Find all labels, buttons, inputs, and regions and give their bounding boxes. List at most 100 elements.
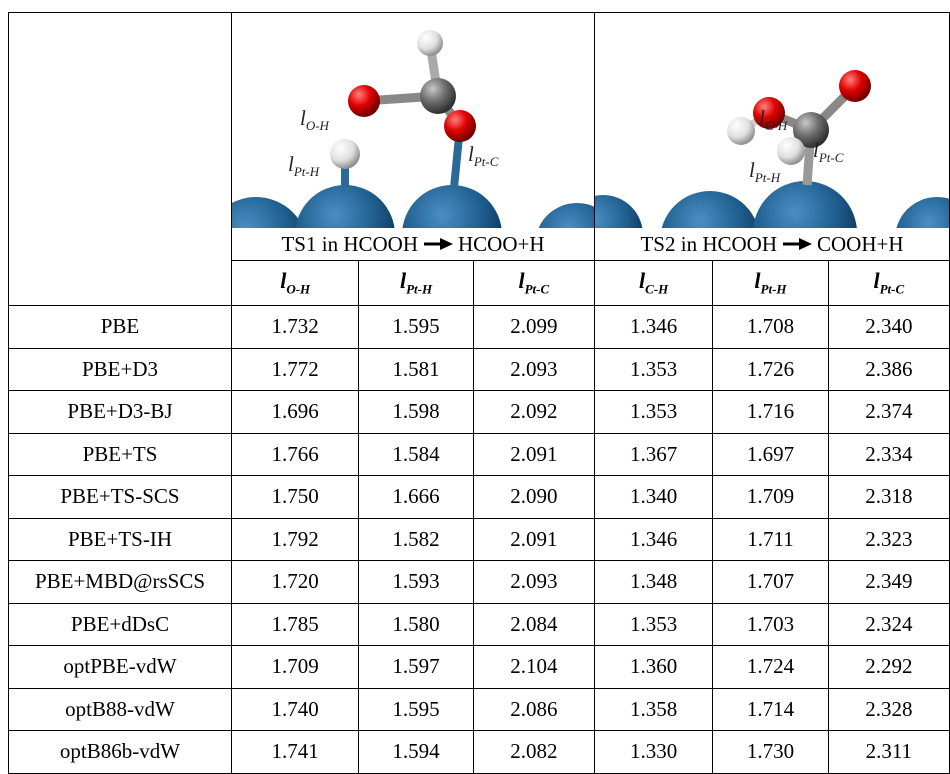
method-cell: PBE+TS-IH (9, 518, 232, 561)
value-cell: 2.311 (828, 731, 949, 774)
value-cell: 1.703 (713, 603, 828, 646)
caption-reactant: TS2 in HCOOH (640, 232, 777, 256)
value-cell: 1.708 (713, 306, 828, 349)
value-cell: 1.595 (359, 306, 473, 349)
value-cell: 1.358 (595, 688, 713, 731)
column-subscript: Pt-H (761, 282, 787, 297)
bond-label: lPt-H (288, 152, 320, 179)
column-subscript: Pt-C (525, 282, 550, 297)
value-cell: 1.597 (359, 646, 473, 689)
value-cell: 1.353 (595, 348, 713, 391)
molecule-ts1: lO-H lPt-H lPt-C (232, 13, 594, 228)
column-header: lPt-H (359, 261, 473, 306)
column-subscript: O-H (286, 282, 310, 297)
value-cell: 2.323 (828, 518, 949, 561)
value-cell: 2.093 (473, 561, 594, 604)
method-cell: PBE+D3 (9, 348, 232, 391)
bond-label: lPt-C (468, 142, 499, 169)
value-cell: 2.093 (473, 348, 594, 391)
value-cell: 1.696 (232, 391, 359, 434)
value-cell: 2.328 (828, 688, 949, 731)
column-header: lPt-C (828, 261, 949, 306)
value-cell: 1.707 (713, 561, 828, 604)
value-cell: 1.711 (713, 518, 828, 561)
caption-product: HCOO+H (458, 232, 545, 256)
column-header: lPt-H (713, 261, 828, 306)
method-cell: PBE+D3-BJ (9, 391, 232, 434)
value-cell: 1.709 (232, 646, 359, 689)
value-cell: 1.785 (232, 603, 359, 646)
value-cell: 1.750 (232, 476, 359, 519)
panel-caption: TS2 in HCOOHCOOH+H (595, 228, 950, 261)
bond-label: lO-H (300, 106, 330, 133)
value-cell: 2.334 (828, 433, 949, 476)
value-cell: 1.593 (359, 561, 473, 604)
data-row: PBE+MBD@rsSCS1.7201.5932.0931.3481.7072.… (9, 561, 950, 604)
structure-image: lO-H lPt-H lPt-C (232, 13, 595, 229)
column-header: lO-H (232, 261, 359, 306)
value-cell: 2.374 (828, 391, 949, 434)
results-table: lO-H lPt-H lPt-C lC-H lPt-C lPt-H TS1 in… (8, 12, 950, 774)
value-cell: 1.340 (595, 476, 713, 519)
value-cell: 1.730 (713, 731, 828, 774)
value-cell: 1.595 (359, 688, 473, 731)
value-cell: 1.720 (232, 561, 359, 604)
value-cell: 2.084 (473, 603, 594, 646)
method-cell: optB88-vdW (9, 688, 232, 731)
value-cell: 2.386 (828, 348, 949, 391)
method-cell: PBE (9, 306, 232, 349)
value-cell: 2.082 (473, 731, 594, 774)
value-cell: 2.318 (828, 476, 949, 519)
value-cell: 1.353 (595, 603, 713, 646)
structure-image: lC-H lPt-C lPt-H (595, 13, 950, 229)
value-cell: 1.766 (232, 433, 359, 476)
value-cell: 2.340 (828, 306, 949, 349)
value-cell: 1.709 (713, 476, 828, 519)
column-subscript: Pt-H (406, 282, 432, 297)
method-cell: PBE+MBD@rsSCS (9, 561, 232, 604)
value-cell: 1.732 (232, 306, 359, 349)
value-cell: 2.099 (473, 306, 594, 349)
value-cell: 1.346 (595, 518, 713, 561)
value-cell: 2.324 (828, 603, 949, 646)
value-cell: 2.086 (473, 688, 594, 731)
molecule-ts2: lC-H lPt-C lPt-H (595, 13, 949, 228)
value-cell: 2.092 (473, 391, 594, 434)
data-row: PBE+D3-BJ1.6961.5982.0921.3531.7162.374 (9, 391, 950, 434)
value-cell: 2.292 (828, 646, 949, 689)
value-cell: 2.090 (473, 476, 594, 519)
value-cell: 1.716 (713, 391, 828, 434)
value-cell: 1.714 (713, 688, 828, 731)
value-cell: 1.330 (595, 731, 713, 774)
value-cell: 1.772 (232, 348, 359, 391)
column-header: lC-H (595, 261, 713, 306)
value-cell: 1.346 (595, 306, 713, 349)
corner-cell (9, 13, 232, 306)
value-cell: 1.598 (359, 391, 473, 434)
value-cell: 2.104 (473, 646, 594, 689)
value-cell: 1.348 (595, 561, 713, 604)
value-cell: 2.349 (828, 561, 949, 604)
value-cell: 1.594 (359, 731, 473, 774)
value-cell: 1.740 (232, 688, 359, 731)
value-cell: 1.360 (595, 646, 713, 689)
table-body: lO-H lPt-H lPt-C lC-H lPt-C lPt-H TS1 in… (9, 13, 950, 774)
method-cell: optB86b-vdW (9, 731, 232, 774)
page: lO-H lPt-H lPt-C lC-H lPt-C lPt-H TS1 in… (0, 0, 950, 773)
value-cell: 1.584 (359, 433, 473, 476)
value-cell: 1.724 (713, 646, 828, 689)
reaction-arrow (422, 237, 454, 251)
column-subscript: Pt-C (880, 282, 905, 297)
method-cell: PBE+TS-SCS (9, 476, 232, 519)
value-cell: 1.726 (713, 348, 828, 391)
bond-label: lPt-C (813, 138, 844, 165)
